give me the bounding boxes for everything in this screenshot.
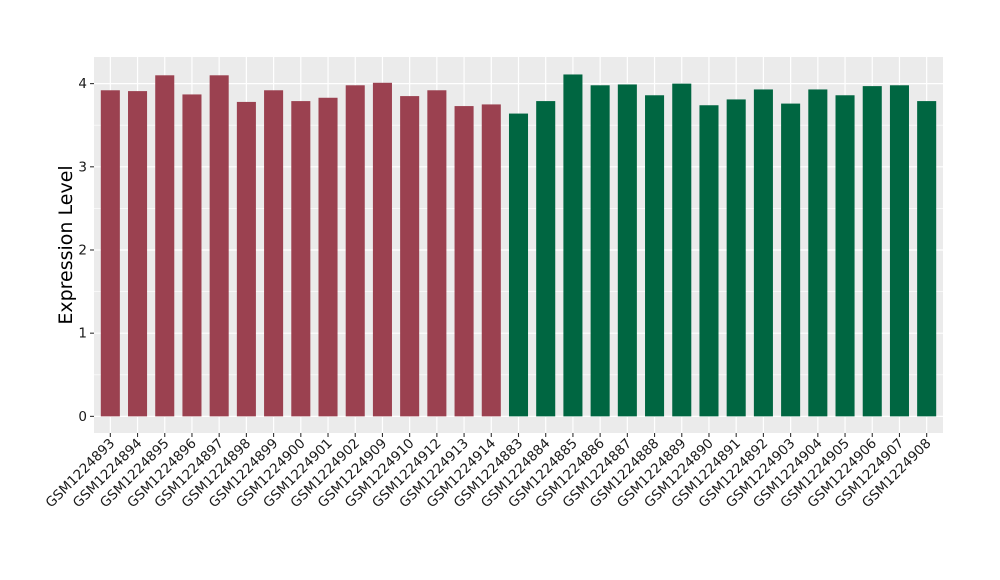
bar-GSM1224895 [155, 75, 175, 417]
bar-GSM1224900 [291, 101, 311, 417]
bar-GSM1224902 [345, 85, 365, 417]
bar-GSM1224907 [889, 85, 909, 417]
y-axis: 0 1 2 3 4 [78, 76, 94, 425]
bar-GSM1224896 [182, 94, 202, 417]
bar-GSM1224883 [508, 113, 529, 417]
bar-GSM1224885 [563, 74, 583, 417]
x-axis: GSM1224893GSM1224894GSM1224895GSM1224896… [43, 433, 935, 511]
bar-GSM1224889 [672, 83, 692, 417]
bar-GSM1224890 [699, 105, 719, 417]
bar-GSM1224912 [427, 90, 447, 417]
bar-GSM1224903 [781, 103, 801, 417]
y-axis-title: Expression Level [55, 165, 77, 324]
bar-GSM1224898 [236, 101, 256, 417]
bar-GSM1224893 [100, 90, 120, 417]
bar-GSM1224884 [536, 101, 556, 417]
bar-GSM1224897 [209, 75, 229, 417]
y-tick-label: 2 [78, 242, 87, 258]
bar-GSM1224901 [318, 97, 338, 417]
y-tick-label: 0 [78, 409, 87, 425]
bar-GSM1224894 [128, 91, 148, 417]
bar-GSM1224905 [835, 95, 855, 417]
bar-GSM1224909 [372, 82, 392, 417]
bar-GSM1224892 [753, 89, 773, 417]
y-tick-label: 1 [78, 326, 87, 342]
bar-GSM1224904 [808, 89, 828, 417]
y-tick-label: 3 [78, 159, 87, 175]
bar-GSM1224913 [454, 106, 474, 417]
y-tick-label: 4 [78, 76, 87, 92]
bar-GSM1224891 [726, 99, 746, 417]
bar-GSM1224908 [917, 101, 937, 417]
bars-group [100, 74, 937, 417]
bar-GSM1224888 [645, 95, 665, 417]
bar-GSM1224886 [590, 85, 610, 417]
bar-GSM1224914 [481, 104, 501, 417]
bar-GSM1224910 [400, 96, 420, 417]
bar-GSM1224906 [862, 86, 882, 417]
bar-GSM1224887 [617, 84, 637, 417]
bar-GSM1224899 [264, 90, 284, 417]
